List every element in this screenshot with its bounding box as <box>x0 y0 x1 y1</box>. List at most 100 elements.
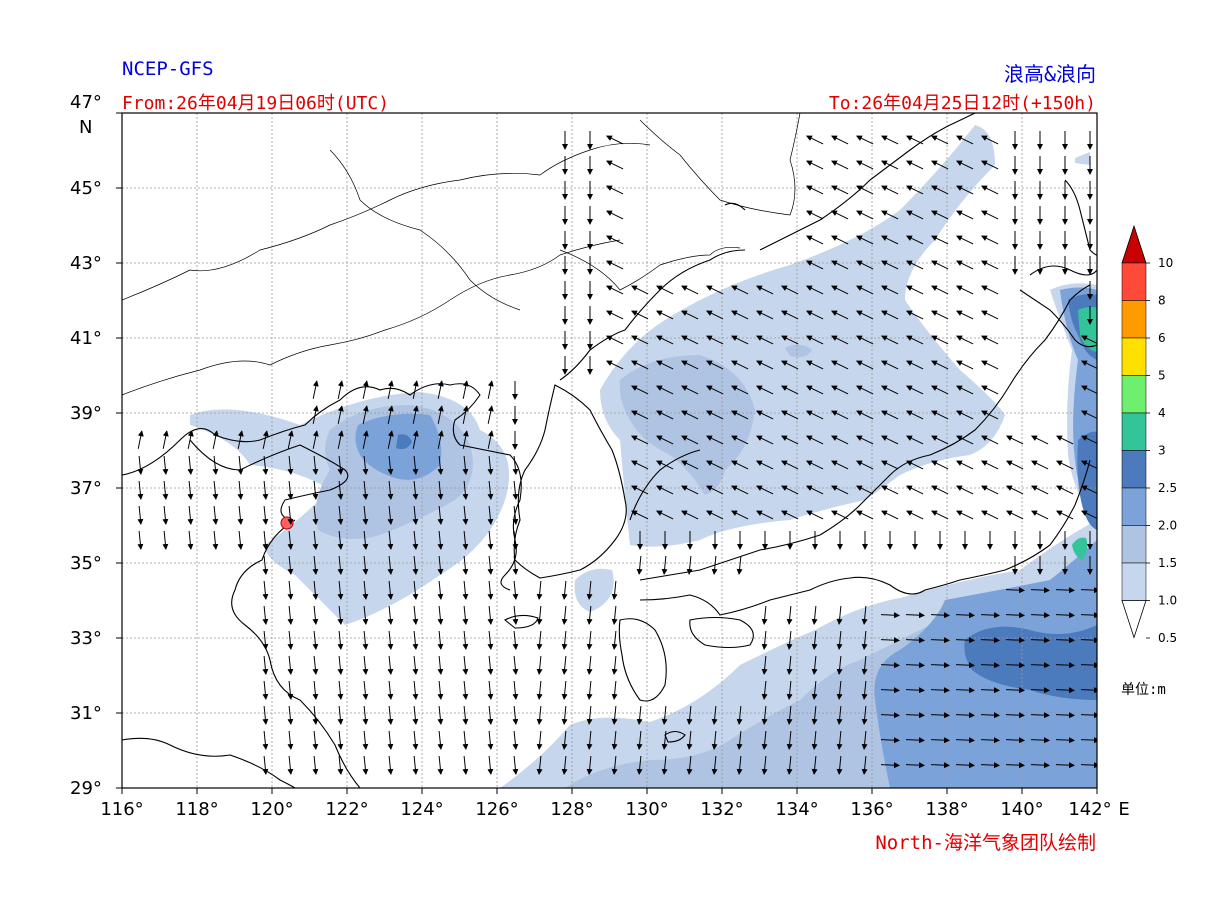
wave-arrow <box>1055 460 1074 470</box>
wave-arrow <box>861 605 868 625</box>
wave-arrow <box>462 755 469 775</box>
from-time: From:26年04月19日06时(UTC) <box>122 93 390 114</box>
wave-arrow <box>1055 435 1074 445</box>
wave-arrow <box>630 410 649 420</box>
wave-arrow <box>512 455 519 475</box>
colorbar-band <box>1121 562 1147 601</box>
wave-arrow <box>137 505 144 525</box>
wave-arrow <box>980 662 1000 669</box>
wave-arrow <box>786 655 793 675</box>
wave-arrow <box>980 687 1000 694</box>
wave-arrow <box>512 530 519 550</box>
wave-arrow <box>761 605 768 625</box>
wave-arrow <box>655 360 674 370</box>
wave-arrow <box>930 510 949 520</box>
wave-arrow <box>780 510 799 520</box>
wave-arrow <box>437 430 444 449</box>
wave-arrow <box>830 235 849 245</box>
wave-arrow <box>780 385 799 395</box>
wave-arrow <box>755 360 774 370</box>
wave-arrow <box>905 160 924 170</box>
wave-arrow <box>880 612 900 619</box>
wave-arrow <box>855 135 874 145</box>
wave-direction-arrows <box>137 131 1097 775</box>
wave-arrow <box>780 460 799 470</box>
wave-arrow <box>561 580 568 600</box>
wave-arrow <box>1080 737 1097 744</box>
wave-arrow <box>711 555 718 575</box>
colorbar-tick-label: 5 <box>1158 369 1166 383</box>
wave-arrow <box>362 480 369 500</box>
wave-arrow <box>830 460 849 470</box>
wave-arrow <box>880 310 899 320</box>
wave-arrow <box>630 360 649 370</box>
wave-arrow <box>337 505 344 525</box>
wave-arrow <box>980 762 1000 769</box>
wave-arrow <box>861 755 868 775</box>
wave-arrow <box>955 335 974 345</box>
wave-arrow <box>811 705 818 725</box>
wave-arrow <box>880 712 900 719</box>
wave-arrow <box>162 505 169 525</box>
wave-arrow <box>462 630 469 650</box>
wave-arrow <box>755 435 774 445</box>
wave-arrow <box>287 505 294 525</box>
wave-arrow <box>412 455 419 475</box>
wave-arrow <box>437 680 444 700</box>
wave-arrow <box>412 730 419 750</box>
wave-arrow <box>312 705 319 725</box>
wave-arrow <box>811 630 818 650</box>
wave-arrow <box>811 680 818 700</box>
wave-arrow <box>930 335 949 345</box>
lon-label: 128° <box>550 799 593 820</box>
wave-arrow <box>462 655 469 675</box>
wave-arrow <box>861 655 868 675</box>
wave-arrow <box>561 605 568 625</box>
wave-arrow <box>1030 612 1050 619</box>
lon-label: 130° <box>625 799 668 820</box>
wave-arrow <box>437 405 444 424</box>
wave-arrow <box>337 755 344 775</box>
wave-arrow <box>755 410 774 420</box>
wave-arrow <box>512 730 519 750</box>
wave-arrow <box>262 755 269 775</box>
wave-arrow <box>412 655 419 675</box>
wave-arrow <box>880 762 900 769</box>
wave-arrow <box>680 510 699 520</box>
wave-arrow <box>1080 335 1097 344</box>
colorbar-band <box>1121 375 1147 414</box>
wave-arrow <box>755 485 774 495</box>
wave-arrow <box>636 755 643 775</box>
wave-arrow <box>880 260 899 270</box>
wave-arrow <box>462 680 469 700</box>
wave-arrow <box>730 510 749 520</box>
wave-arrow <box>905 285 924 295</box>
wave-arrow <box>905 410 924 420</box>
wave-arrow <box>437 580 444 600</box>
wave-arrow <box>805 435 824 445</box>
wave-arrow <box>755 285 774 295</box>
wave-arrow <box>1080 360 1097 369</box>
lat-label: 45° <box>70 178 102 199</box>
wave-arrow <box>905 210 924 220</box>
wave-arrow <box>262 505 269 525</box>
lon-label: 118° <box>175 799 218 820</box>
wave-arrow <box>262 630 269 650</box>
wave-arrow <box>880 460 899 470</box>
wave-arrow <box>536 755 543 775</box>
wave-arrow <box>1080 485 1097 494</box>
wave-arrow <box>830 435 849 445</box>
wave-arrow <box>462 730 469 750</box>
wave-arrow <box>262 555 269 575</box>
colorbar-band <box>1121 412 1147 451</box>
wave-arrow <box>412 380 419 399</box>
wave-arrow <box>905 460 924 470</box>
wave-arrow <box>611 705 618 725</box>
wave-arrow <box>1055 687 1075 694</box>
wave-arrow <box>955 637 975 644</box>
wave-arrow <box>861 705 868 725</box>
wave-arrow <box>487 705 494 725</box>
wave-arrow <box>1055 737 1075 744</box>
wave-arrow <box>287 580 294 600</box>
